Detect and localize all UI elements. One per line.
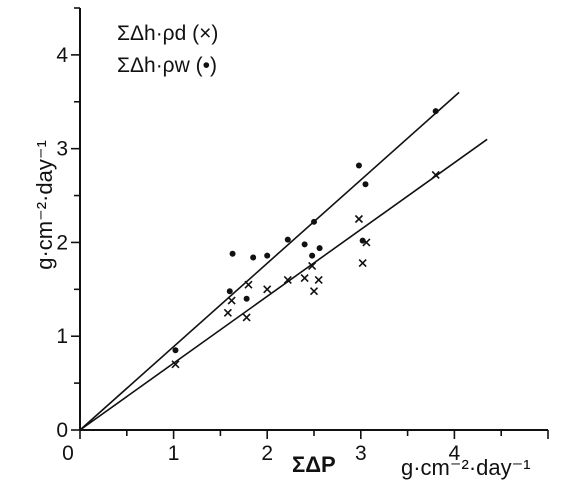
y-axis-title: g·cm⁻²·day⁻¹: [32, 140, 57, 270]
data-point-wet: [316, 245, 323, 252]
data-point-dry-stroke: [223, 308, 232, 317]
data-point-wet: [264, 252, 271, 259]
data-point-dry: [354, 214, 363, 224]
data-point-dry-stroke: [358, 259, 367, 268]
legend-entry-wet: ΣΔh·ρw (•): [117, 54, 217, 77]
data-point-dry: [358, 259, 367, 268]
data-point-dry: [300, 274, 309, 283]
ticks: 0 1 2 3 4 0 1 2 3 4: [56, 7, 549, 465]
data-point-dry: [227, 296, 236, 305]
data-point-dry: [244, 280, 253, 289]
x-tick-label: 4: [449, 442, 461, 465]
data-point-wet: [311, 218, 317, 225]
data-points: [171, 108, 440, 369]
data-point-dry: [308, 261, 317, 270]
data-point-wet: [226, 288, 233, 295]
data-point-wet: [355, 162, 362, 169]
data-point-dry: [242, 313, 251, 322]
y-tick-label: 2: [56, 231, 68, 254]
data-point-dry-stroke: [308, 261, 317, 270]
data-point-dry-stroke: [309, 287, 319, 296]
data-point-dry: [171, 360, 180, 369]
data-point-wet: [250, 254, 257, 261]
x-tick-label: 3: [355, 442, 367, 465]
data-point-dry: [309, 287, 319, 296]
data-point-dry-stroke: [171, 360, 180, 369]
data-point-wet: [301, 241, 308, 248]
y-tick-label: 0: [56, 419, 68, 442]
data-point-dry: [283, 275, 292, 285]
fit-line-dry: [79, 138, 488, 431]
data-point-wet: [309, 252, 316, 259]
data-point-wet: [229, 250, 236, 257]
data-point-dry: [314, 275, 323, 285]
data-point-dry-stroke: [431, 170, 440, 179]
x-tick-label: 2: [261, 442, 273, 465]
data-point-dry-stroke: [314, 275, 323, 285]
data-point-wet: [243, 295, 250, 302]
data-point-dry: [431, 170, 440, 179]
legend: ΣΔh·ρd (×) ΣΔh·ρw (•): [117, 22, 218, 77]
data-point-dry-stroke: [354, 214, 363, 224]
data-point-dry-stroke: [362, 238, 371, 247]
data-point-wet: [432, 108, 439, 115]
data-point-dry-stroke: [242, 313, 251, 322]
data-point-wet: [284, 236, 291, 243]
fit-lines: [79, 91, 488, 431]
y-tick-label: 4: [56, 44, 68, 67]
y-tick-label: 3: [56, 138, 68, 161]
x-tick-label: 0: [62, 442, 74, 465]
x-axis-unit: g·cm⁻²·day⁻¹: [401, 455, 531, 480]
x-tick-label: 1: [168, 442, 180, 465]
legend-entry-dry: ΣΔh·ρd (×): [117, 22, 218, 45]
data-point-dry-stroke: [244, 280, 253, 289]
data-point-wet: [172, 347, 179, 354]
data-point-dry-stroke: [283, 275, 292, 285]
data-point-dry-stroke: [300, 274, 309, 283]
x-axis-symbol: ΣΔP: [292, 452, 336, 477]
y-tick-label: 1: [56, 325, 68, 348]
fit-line-wet: [79, 91, 460, 431]
data-point-wet: [362, 181, 369, 188]
data-point-dry: [263, 285, 272, 294]
data-point-dry: [223, 308, 232, 317]
data-point-dry-stroke: [263, 285, 272, 294]
data-point-dry-stroke: [227, 296, 236, 305]
data-point-wet: [359, 237, 366, 244]
